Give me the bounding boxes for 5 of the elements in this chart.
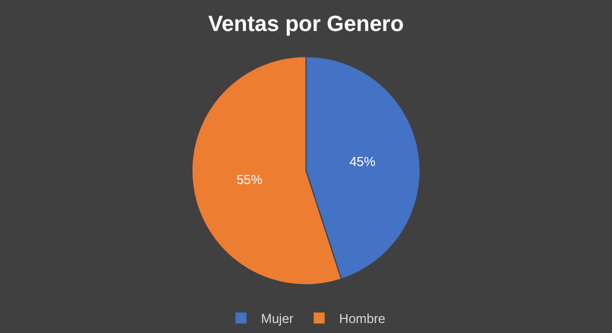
legend-label: Hombre xyxy=(339,311,386,326)
legend-label: Mujer xyxy=(261,311,294,326)
data-label: 55% xyxy=(236,172,263,188)
data-label: 45% xyxy=(349,154,376,170)
chart-title: Ventas por Genero xyxy=(208,11,404,36)
